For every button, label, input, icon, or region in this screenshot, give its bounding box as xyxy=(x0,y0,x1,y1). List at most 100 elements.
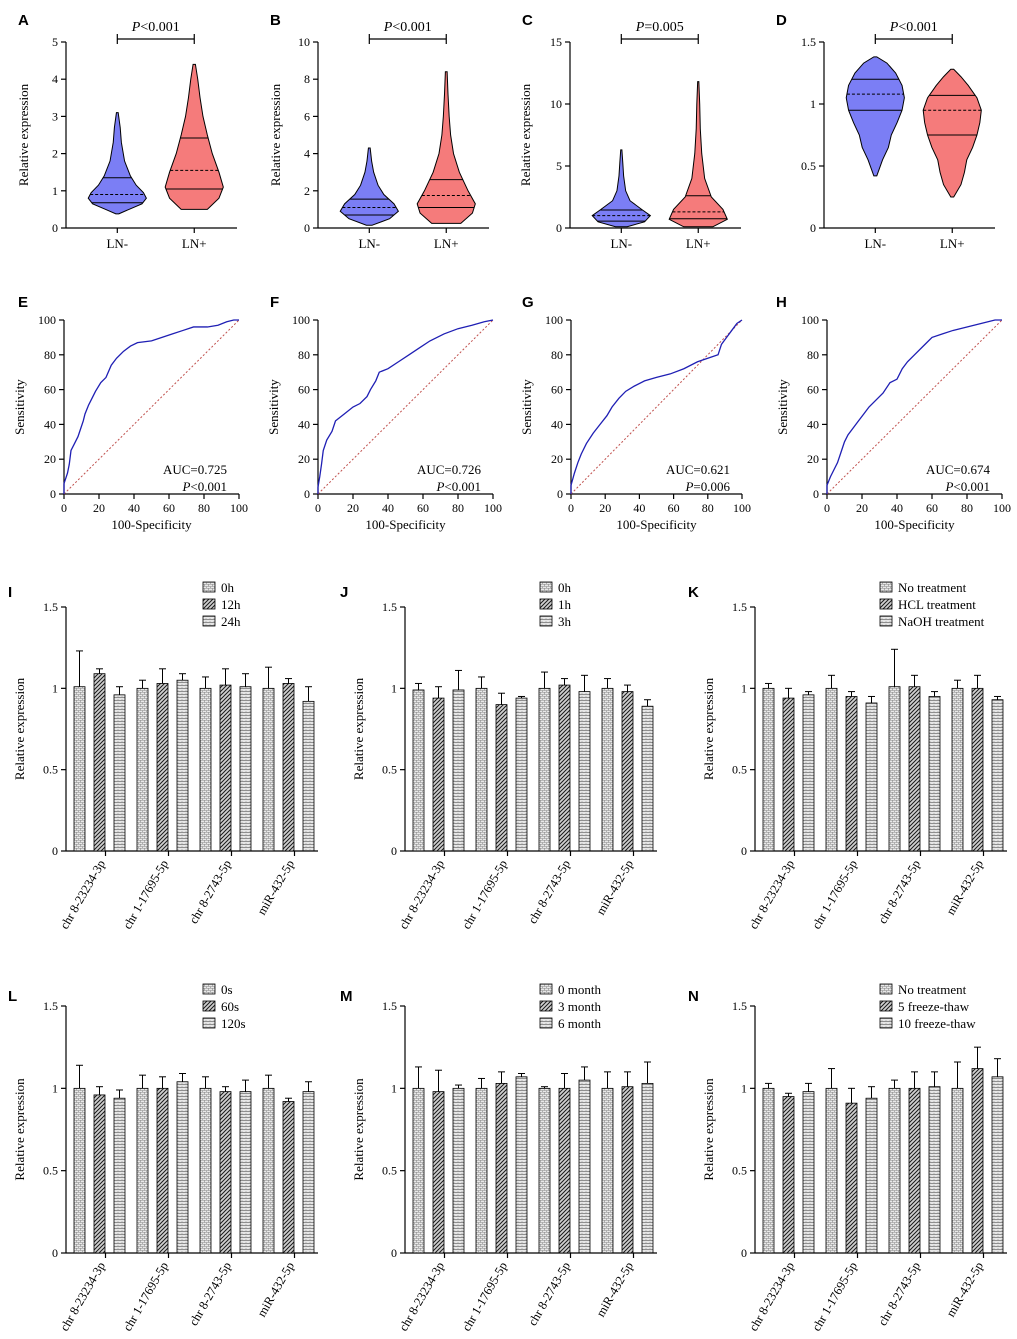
x-tick-label: 100 xyxy=(733,501,751,515)
y-tick-label: 20 xyxy=(44,452,56,466)
reference-diagonal xyxy=(317,319,494,495)
y-axis-label: Relative expression xyxy=(701,677,716,780)
y-tick-label: 0 xyxy=(741,1246,747,1260)
y-tick-label: 0.5 xyxy=(732,1164,747,1178)
y-tick-label: 4 xyxy=(52,72,58,86)
legend-label: 6 month xyxy=(558,1016,601,1031)
legend-swatch xyxy=(879,598,893,610)
panel-f: F 00 20 20 40 40 60 60 80 80 100 100 Sensitivity 100-… xyxy=(266,294,502,532)
panel-d: D 0 0.5 1 1.5 LN- LN+ P<0.001 xyxy=(776,12,995,251)
bar xyxy=(219,1091,232,1254)
violin-ln-neg xyxy=(339,147,400,226)
y-tick-label: 8 xyxy=(304,72,310,86)
x-tick-label: 80 xyxy=(198,501,210,515)
y-tick-label: 100 xyxy=(292,313,310,327)
bar xyxy=(432,697,445,852)
x-tick-label: 20 xyxy=(93,501,105,515)
y-tick-label: 1 xyxy=(52,1081,58,1095)
bar xyxy=(845,1102,858,1254)
legend-label: 24h xyxy=(221,614,241,629)
x-tick-label: 60 xyxy=(163,501,175,515)
legend-swatch xyxy=(879,615,893,627)
y-tick-label: 1.5 xyxy=(43,600,58,614)
y-axis-label: Sensitivity xyxy=(519,379,534,435)
y-tick-label: 3 xyxy=(52,109,58,123)
y-axis-label: Relative expression xyxy=(701,1078,716,1181)
p-value-text: P=0.006 xyxy=(684,479,730,494)
y-tick-label: 1 xyxy=(391,1081,397,1095)
bar xyxy=(991,699,1004,852)
x-tick-label: chr 1-17695-5p xyxy=(459,1260,510,1334)
x-tick-label: chr 8-2743-5p xyxy=(525,1260,573,1329)
legend-swatch xyxy=(879,581,893,593)
bar xyxy=(558,1087,571,1254)
bar xyxy=(302,1091,315,1254)
x-tick-label: chr 8-2743-5p xyxy=(186,1260,234,1329)
bar xyxy=(156,683,169,852)
legend-label: 1h xyxy=(558,597,572,612)
y-tick-label: 0 xyxy=(50,487,56,501)
y-tick-label: 4 xyxy=(304,147,310,161)
legend-swatch xyxy=(202,581,216,593)
panel-label: G xyxy=(522,294,534,311)
y-tick-label: 1.5 xyxy=(801,35,816,49)
bar xyxy=(888,686,901,852)
bar xyxy=(621,691,634,852)
y-tick-label: 15 xyxy=(550,35,562,49)
legend-label: No treatment xyxy=(898,982,967,997)
bar xyxy=(845,696,858,852)
p-value-text: P<0.001 xyxy=(383,20,432,35)
legend-label: 0s xyxy=(221,982,233,997)
legend-label: HCL treatment xyxy=(898,597,976,612)
y-tick-label: 1.5 xyxy=(732,600,747,614)
x-tick-label: 100 xyxy=(484,501,502,515)
panel-label: K xyxy=(688,584,699,601)
x-tick-label: chr 8-2743-5p xyxy=(875,1260,923,1329)
panel-a: A 0 1 2 3 4 5 Relative expression LN- LN+ P<0.001 xyxy=(16,12,237,251)
bar xyxy=(782,1096,795,1254)
y-tick-label: 40 xyxy=(551,417,563,431)
legend-label: 60s xyxy=(221,999,239,1014)
bar xyxy=(452,1087,465,1254)
legend-label: 3 month xyxy=(558,999,601,1014)
y-tick-label: 0.5 xyxy=(43,763,58,777)
x-tick-label: chr 8-23234-3p xyxy=(57,1260,108,1334)
panel-h: H 00 20 20 40 40 60 60 80 80 100 100 Sensitivity 100-… xyxy=(775,294,1011,532)
bar xyxy=(641,705,654,852)
p-value-text: P<0.001 xyxy=(131,20,180,35)
legend-swatch xyxy=(202,1000,216,1012)
bar xyxy=(136,1087,149,1254)
legend-swatch xyxy=(539,1000,553,1012)
y-axis-label: Relative expression xyxy=(351,677,366,780)
bar xyxy=(991,1076,1004,1254)
y-tick-label: 60 xyxy=(298,383,310,397)
bar xyxy=(762,687,775,852)
legend-swatch xyxy=(879,983,893,995)
y-tick-label: 0.5 xyxy=(382,763,397,777)
x-tick-label: LN+ xyxy=(434,236,459,251)
y-tick-label: 0 xyxy=(52,221,58,235)
panel-label: L xyxy=(8,988,17,1005)
bar xyxy=(199,687,212,852)
y-tick-label: 5 xyxy=(556,159,562,173)
panel-label: M xyxy=(340,988,353,1005)
bar xyxy=(782,697,795,852)
bar xyxy=(113,694,126,852)
bar xyxy=(825,1087,838,1254)
legend-label: 5 freeze-thaw xyxy=(898,999,970,1014)
y-tick-label: 0 xyxy=(52,844,58,858)
reference-diagonal xyxy=(570,319,743,495)
bar xyxy=(928,1086,941,1254)
x-tick-label: LN+ xyxy=(182,236,207,251)
y-tick-label: 0 xyxy=(391,1246,397,1260)
bar xyxy=(802,694,815,852)
panel-c: C 0 5 10 15 Relative expression LN- LN+ P=0.005 xyxy=(518,12,741,251)
panel-j: J 0 0.5 1 1.5 Relative expression chr 8-23234-… xyxy=(340,580,657,932)
bar xyxy=(113,1097,126,1254)
y-tick-label: 0 xyxy=(391,844,397,858)
panel-label: E xyxy=(18,294,28,311)
panel-label: F xyxy=(270,294,279,311)
violin-ln-pos xyxy=(416,71,476,224)
y-axis-label: Relative expression xyxy=(518,83,533,186)
